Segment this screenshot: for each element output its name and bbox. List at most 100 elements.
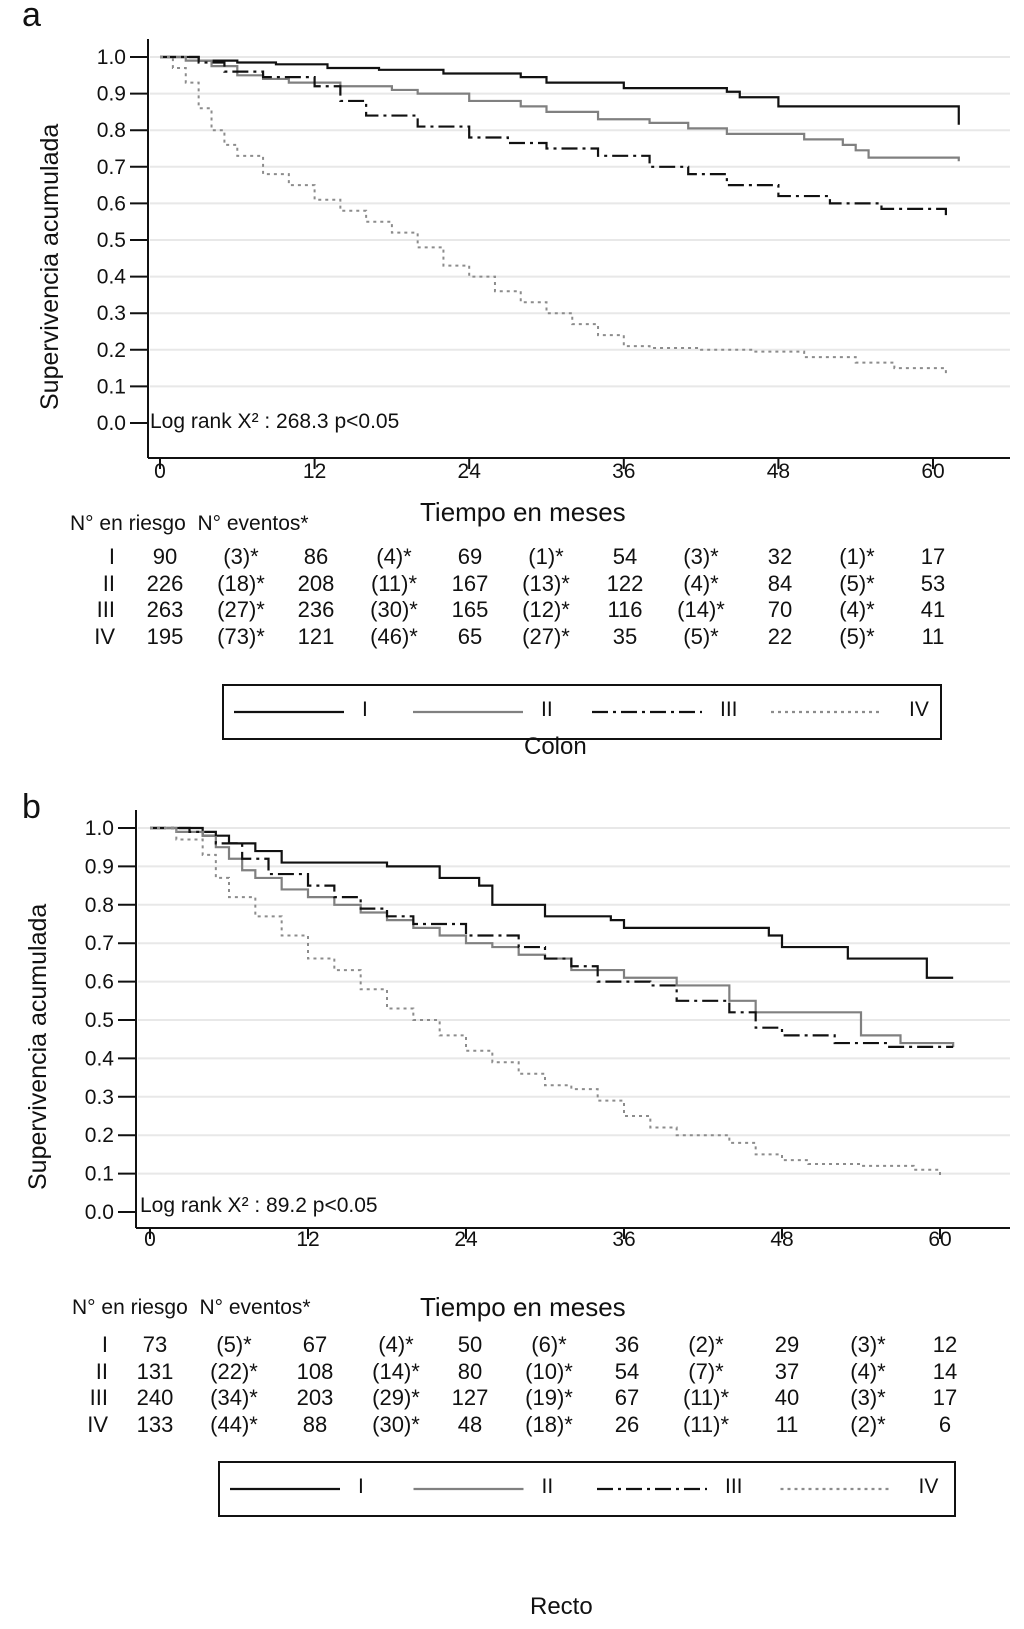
at-risk-count: 208	[297, 570, 335, 596]
event-count: (5)*	[839, 623, 875, 649]
x-tick-label: 12	[303, 460, 326, 483]
risk-table-row: IV 133 (44)* 88 (30)* 48 (18)* 26 (11)* 11 (2)* 6	[0, 1412, 1024, 1438]
panel-letter: a	[22, 0, 41, 34]
event-count: (11)*	[682, 1411, 730, 1437]
at-risk-count: 127	[451, 1385, 489, 1410]
stage-label: I	[108, 544, 115, 569]
at-risk-count: 67	[614, 1385, 640, 1410]
survival-curve-stage-iv	[160, 56, 947, 376]
y-tick-label: 1.0	[85, 817, 114, 840]
x-axis-label: Tiempo en meses	[420, 1292, 626, 1322]
risk-table-header: N° en riesgo N° eventos*	[72, 1296, 311, 1320]
y-tick-label: 0.9	[97, 83, 126, 106]
at-risk-count: 122	[606, 570, 644, 596]
y-tick-label: 0.8	[97, 119, 126, 142]
event-count: (11)*	[370, 570, 418, 596]
survival-curve-stage-i	[150, 826, 954, 979]
y-tick-label: 0.3	[85, 1086, 114, 1109]
at-risk-count: 84	[767, 570, 793, 596]
at-risk-count: 37	[774, 1358, 800, 1384]
panel-recto: b Supervivencia acumulada 0.0 0.1 0.2 0.3 0.…	[0, 788, 1024, 1629]
at-risk-count: 65	[457, 623, 483, 649]
at-risk-count: 14	[932, 1358, 958, 1384]
risk-table-header: N° en riesgo N° eventos*	[70, 512, 309, 536]
legend-label: I	[358, 1475, 364, 1498]
y-tick-label: 0.1	[97, 375, 126, 398]
event-count: (3)*	[850, 1332, 886, 1357]
y-tick-label: 0.0	[97, 412, 126, 435]
at-risk-count: 86	[303, 544, 329, 569]
at-risk-count: 53	[920, 570, 946, 596]
event-count: (14)*	[677, 597, 725, 622]
at-risk-count: 121	[297, 623, 335, 649]
event-count: (5)*	[839, 570, 875, 596]
event-count: (7)*	[688, 1358, 724, 1384]
y-tick-label: 0.7	[85, 932, 114, 955]
x-tick-label: 36	[612, 1228, 635, 1251]
at-risk-count: 73	[142, 1332, 168, 1357]
y-tick-label: 0.9	[85, 855, 114, 878]
event-count: (2)*	[850, 1411, 886, 1437]
at-risk-count: 88	[302, 1411, 328, 1437]
y-tick-label: 0.0	[85, 1201, 114, 1224]
risk-table-row: III 263 (27)* 236 (30)* 165 (12)* 116 (14)* 70 (4)…	[0, 597, 1024, 623]
stage-label: IV	[87, 1411, 108, 1437]
events-header: N° eventos*	[199, 1296, 311, 1319]
event-count: (30)*	[372, 1411, 420, 1437]
event-count: (5)*	[216, 1332, 252, 1357]
at-risk-count: 11	[775, 1411, 799, 1437]
legend-label: II	[541, 698, 553, 721]
stage-label: III	[96, 597, 115, 622]
at-risk-count: 80	[457, 1358, 483, 1384]
event-count: (46)*	[370, 623, 418, 649]
survival-curve-stage-ii	[160, 55, 960, 162]
x-tick-label: 0	[144, 1228, 156, 1251]
y-tick-label: 0.2	[85, 1124, 114, 1147]
at-risk-count: 263	[146, 597, 184, 622]
event-count: (4)*	[376, 544, 412, 569]
at-risk-count: 54	[612, 544, 638, 569]
x-tick-label: 60	[928, 1228, 951, 1251]
at-risk-count: 26	[614, 1411, 640, 1437]
at-risk-count: 240	[136, 1385, 174, 1410]
event-count: (27)*	[217, 597, 265, 622]
at-risk-count: 35	[612, 623, 638, 649]
x-axis-label: Tiempo en meses	[420, 497, 626, 527]
event-count: (3)*	[683, 544, 719, 569]
event-count: (10)*	[525, 1358, 573, 1384]
y-tick-label: 0.6	[97, 192, 126, 215]
at-risk-count: 17	[932, 1385, 958, 1410]
at-risk-count: 226	[146, 570, 184, 596]
legend-label: IV	[918, 1475, 939, 1498]
event-count: (3)*	[850, 1385, 886, 1410]
event-count: (6)*	[531, 1332, 567, 1357]
legend-swatches	[230, 1487, 891, 1491]
at-risk-count: 22	[767, 623, 793, 649]
at-risk-count: 54	[614, 1358, 640, 1384]
events-header: N° eventos*	[197, 512, 309, 535]
event-count: (2)*	[688, 1332, 724, 1357]
event-count: (4)*	[850, 1358, 886, 1384]
event-count: (18)*	[217, 570, 265, 596]
x-tick-label: 48	[767, 460, 790, 483]
at-risk-count: 11	[921, 623, 945, 649]
event-count: (1)*	[839, 544, 875, 569]
event-count: (14)*	[372, 1358, 420, 1384]
y-tick-label: 0.2	[97, 339, 126, 362]
legend-label: IV	[909, 698, 929, 721]
log-rank-annotation: Log rank X² : 268.3 p<0.05	[150, 410, 400, 433]
y-tick-label: 0.5	[97, 229, 126, 252]
y-tick-label: 0.5	[85, 1009, 114, 1032]
y-tick-label: 0.7	[97, 156, 126, 179]
x-tick-label: 0	[154, 460, 166, 483]
x-tick-label: 24	[458, 460, 482, 483]
at-risk-count: 6	[938, 1411, 952, 1437]
legend-label: III	[725, 1475, 743, 1498]
x-tick-label: 48	[770, 1228, 793, 1251]
legend-label: I	[362, 698, 368, 721]
at-risk-count: 108	[296, 1358, 334, 1384]
event-count: (73)*	[217, 623, 265, 649]
at-risk-count: 167	[451, 570, 489, 596]
survival-curve-stage-i	[160, 55, 960, 125]
survival-curve-stage-iii	[150, 826, 954, 1048]
